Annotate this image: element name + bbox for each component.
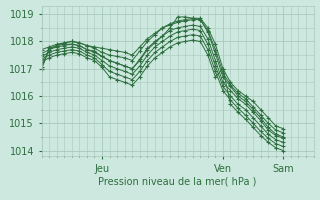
X-axis label: Pression niveau de la mer( hPa ): Pression niveau de la mer( hPa ) bbox=[99, 176, 257, 186]
